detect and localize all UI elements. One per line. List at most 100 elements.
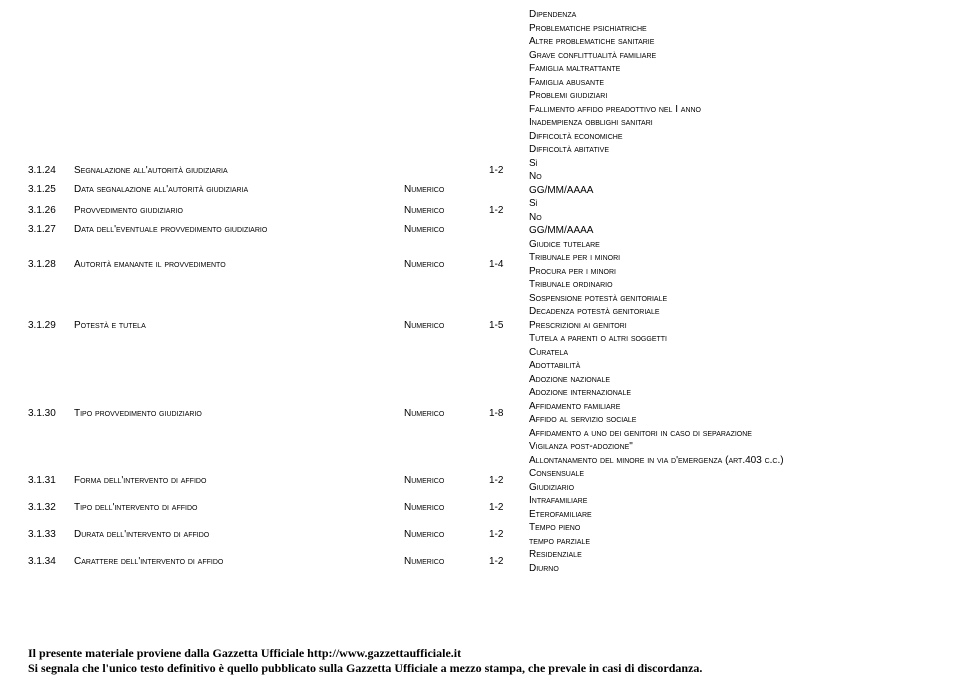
row-id: 3.1.30 xyxy=(28,359,74,467)
row-label: Carattere dell'intervento di affido xyxy=(74,548,404,575)
row-label: Segnalazione all'autorità giudiziaria xyxy=(74,157,404,184)
row-type: Numerico xyxy=(404,521,489,548)
value-line: Residenziale xyxy=(529,548,932,562)
value-line: Allontanamento del minore in via d'emerg… xyxy=(529,454,932,468)
value-line: Problemi giudiziari xyxy=(529,89,932,103)
value-line: Affidamento familiare xyxy=(529,400,932,414)
table-row: 3.1.25Data segnalazione all'autorità giu… xyxy=(28,184,932,198)
row-values: ConsensualeGiudiziario xyxy=(529,467,932,494)
value-line: Sospensione potestà genitoriale xyxy=(529,292,932,306)
row-range: 1-2 xyxy=(489,521,529,548)
value-line: Famiglia abusante xyxy=(529,76,932,90)
row-label: Provvedimento giudiziario xyxy=(74,197,404,224)
row-range: 1-2 xyxy=(489,494,529,521)
row-id xyxy=(28,8,74,157)
row-label xyxy=(74,8,404,157)
row-range xyxy=(489,184,529,198)
row-id: 3.1.31 xyxy=(28,467,74,494)
row-range: 1-4 xyxy=(489,238,529,292)
table-row: 3.1.33Durata dell'intervento di affidoNu… xyxy=(28,521,932,548)
row-values: GG/MM/AAAA xyxy=(529,184,932,198)
row-range: 1-2 xyxy=(489,157,529,184)
row-values: IntrafamiliareEterofamiliare xyxy=(529,494,932,521)
row-type: Numerico xyxy=(404,359,489,467)
value-line: Altre problematiche sanitarie xyxy=(529,35,932,49)
row-id: 3.1.29 xyxy=(28,292,74,360)
table-row: 3.1.31Forma dell'intervento di affidoNum… xyxy=(28,467,932,494)
value-line: GG/MM/AAAA xyxy=(529,184,932,198)
row-type: Numerico xyxy=(404,184,489,198)
value-line: Procura per i minori xyxy=(529,265,932,279)
row-type: Numerico xyxy=(404,197,489,224)
row-label: Autorità emanante il provvedimento xyxy=(74,238,404,292)
row-label: Forma dell'intervento di affido xyxy=(74,467,404,494)
table-row: DipendenzaProblematiche psichiatricheAlt… xyxy=(28,8,932,157)
value-line: Inadempienza obblighi sanitari xyxy=(529,116,932,130)
value-line: Decadenza potestà genitoriale xyxy=(529,305,932,319)
row-range xyxy=(489,8,529,157)
row-values: SìNo xyxy=(529,197,932,224)
row-range: 1-5 xyxy=(489,292,529,360)
row-range: 1-2 xyxy=(489,548,529,575)
value-line: Curatela xyxy=(529,346,932,360)
value-line: Tribunale ordinario xyxy=(529,278,932,292)
row-id: 3.1.32 xyxy=(28,494,74,521)
row-type: Numerico xyxy=(404,238,489,292)
value-line: Tempo pieno xyxy=(529,521,932,535)
value-line: Difficoltà abitative xyxy=(529,143,932,157)
row-type: Numerico xyxy=(404,467,489,494)
value-line: tempo parziale xyxy=(529,535,932,549)
row-values: DipendenzaProblematiche psichiatricheAlt… xyxy=(529,8,932,157)
value-line: Diurno xyxy=(529,562,932,576)
value-line: Giudiziario xyxy=(529,481,932,495)
value-line: Vigilanza post-adozione" xyxy=(529,440,932,454)
row-values: Sospensione potestà genitorialeDecadenza… xyxy=(529,292,932,360)
value-line: Prescrizioni ai genitori xyxy=(529,319,932,333)
value-line: Famiglia maltrattante xyxy=(529,62,932,76)
row-id: 3.1.26 xyxy=(28,197,74,224)
row-label: Potestà e tutela xyxy=(74,292,404,360)
table-row: 3.1.24Segnalazione all'autorità giudizia… xyxy=(28,157,932,184)
value-line: Intrafamiliare xyxy=(529,494,932,508)
row-values: SìNo xyxy=(529,157,932,184)
row-range: 1-8 xyxy=(489,359,529,467)
data-table: DipendenzaProblematiche psichiatricheAlt… xyxy=(28,8,932,575)
row-range xyxy=(489,224,529,238)
table-row: 3.1.32Tipo dell'intervento di affidoNume… xyxy=(28,494,932,521)
row-values: ResidenzialeDiurno xyxy=(529,548,932,575)
value-line: Affidamento a uno dei genitori in caso d… xyxy=(529,427,932,441)
value-line: Sì xyxy=(529,197,932,211)
row-id: 3.1.33 xyxy=(28,521,74,548)
value-line: Consensuale xyxy=(529,467,932,481)
row-range: 1-2 xyxy=(489,467,529,494)
row-label: Data dell'eventuale provvedimento giudiz… xyxy=(74,224,404,238)
row-type xyxy=(404,157,489,184)
value-line: Sì xyxy=(529,157,932,171)
value-line: Problematiche psichiatriche xyxy=(529,22,932,36)
row-values: AdottabilitàAdozione nazionaleAdozione i… xyxy=(529,359,932,467)
value-line: No xyxy=(529,211,932,225)
row-type xyxy=(404,8,489,157)
value-line: Adozione nazionale xyxy=(529,373,932,387)
table-row: 3.1.30Tipo provvedimento giudiziarioNume… xyxy=(28,359,932,467)
row-label: Tipo provvedimento giudiziario xyxy=(74,359,404,467)
table-row: 3.1.26Provvedimento giudiziarioNumerico1… xyxy=(28,197,932,224)
value-line: GG/MM/AAAA xyxy=(529,224,932,238)
table-row: 3.1.34Carattere dell'intervento di affid… xyxy=(28,548,932,575)
row-values: Tempo pienotempo parziale xyxy=(529,521,932,548)
table-row: 3.1.27Data dell'eventuale provvedimento … xyxy=(28,224,932,238)
table-row: 3.1.29Potestà e tutelaNumerico1-5Sospens… xyxy=(28,292,932,360)
value-line: Giudice tutelare xyxy=(529,238,932,252)
value-line: Affido al servizio sociale xyxy=(529,413,932,427)
value-line: Grave conflittualità familiare xyxy=(529,49,932,63)
value-line: Tribunale per i minori xyxy=(529,251,932,265)
value-line: Adottabilità xyxy=(529,359,932,373)
value-line: Adozione internazionale xyxy=(529,386,932,400)
footer-line-2: Si segnala che l'unico testo definitivo … xyxy=(28,661,702,676)
row-label: Data segnalazione all'autorità giudiziar… xyxy=(74,184,404,198)
row-range: 1-2 xyxy=(489,197,529,224)
row-type: Numerico xyxy=(404,548,489,575)
row-id: 3.1.27 xyxy=(28,224,74,238)
row-id: 3.1.34 xyxy=(28,548,74,575)
table-row: 3.1.28Autorità emanante il provvedimento… xyxy=(28,238,932,292)
